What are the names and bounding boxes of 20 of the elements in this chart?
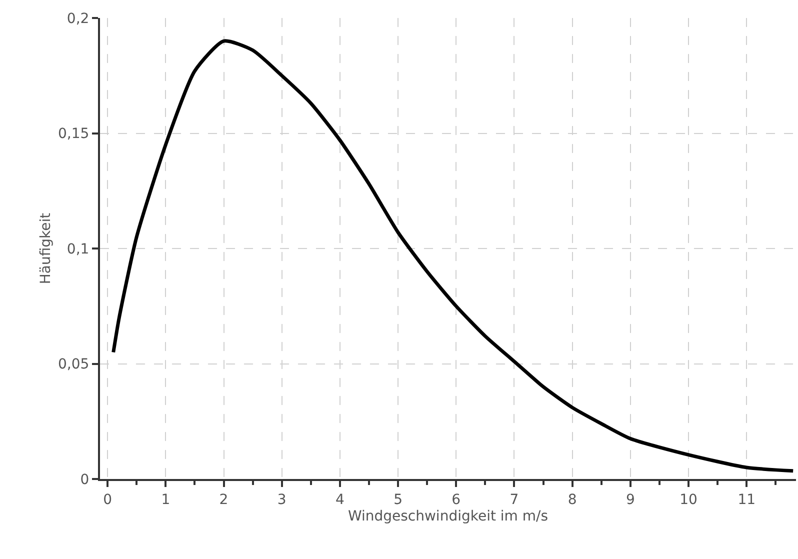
x-tick-label: 0 <box>103 492 112 508</box>
x-tick-label: 6 <box>452 492 461 508</box>
y-tick-label: 0,2 <box>66 10 90 27</box>
y-tick-label: 0,15 <box>58 126 90 142</box>
x-tick-label: 10 <box>680 492 698 508</box>
x-tick-label: 5 <box>394 492 402 508</box>
x-tick-label: 11 <box>738 492 756 508</box>
y-tick-label: 0 <box>80 472 90 488</box>
x-tick-label: 7 <box>510 492 519 508</box>
y-axis-title: Häufigkeit <box>38 212 54 284</box>
x-axis-title: Windgeschwindigkeit im m/s <box>348 508 548 525</box>
x-tick-label: 3 <box>277 492 286 508</box>
x-tick-label: 4 <box>335 492 344 508</box>
x-tick-label: 2 <box>219 492 228 508</box>
x-tick-label: 8 <box>568 492 577 508</box>
x-tick-label: 1 <box>161 492 170 508</box>
x-tick-label: 9 <box>626 492 635 508</box>
y-tick-label: 0,1 <box>66 241 90 258</box>
line-series <box>112 39 795 473</box>
y-tick-label: 0,05 <box>58 356 90 373</box>
